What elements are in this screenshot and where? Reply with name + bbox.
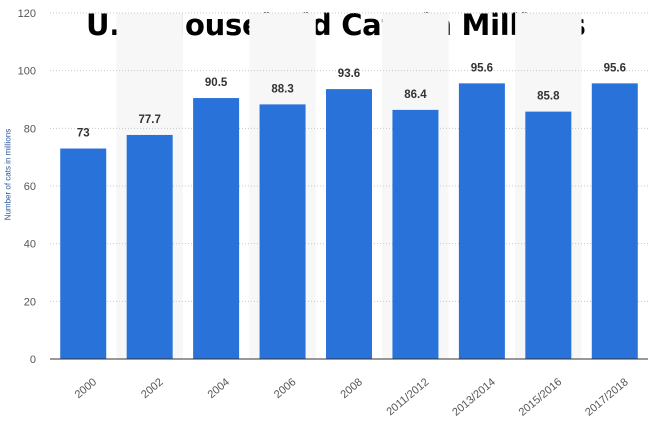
y-tick-label: 100 xyxy=(18,66,36,78)
bar-value-label: 90.5 xyxy=(205,77,228,89)
x-tick-label: 2004 xyxy=(206,376,232,401)
x-tick-label: 2017/2018 xyxy=(583,376,631,419)
bar xyxy=(591,83,638,359)
x-tick-label: 2015/2016 xyxy=(517,376,565,419)
x-tick-label: 2002 xyxy=(139,376,165,401)
bar-value-label: 77.7 xyxy=(138,114,160,126)
bar-value-label: 88.3 xyxy=(271,83,293,95)
x-tick-label: 2013/2014 xyxy=(450,376,498,419)
bar xyxy=(392,109,439,359)
bar-value-label: 95.6 xyxy=(604,62,626,74)
y-tick-label: 80 xyxy=(24,123,36,135)
y-tick-label: 20 xyxy=(24,296,36,308)
y-tick-label: 120 xyxy=(18,8,36,20)
bar xyxy=(458,83,505,359)
bar-value-label: 95.6 xyxy=(471,62,493,74)
bar-value-label: 86.4 xyxy=(404,89,427,101)
y-tick-label: 40 xyxy=(24,239,36,251)
bar-value-label: 85.8 xyxy=(537,91,560,103)
bar-value-label: 93.6 xyxy=(338,68,360,80)
x-tick-label: 2000 xyxy=(73,376,99,401)
bar xyxy=(326,89,372,360)
bar xyxy=(60,148,107,359)
x-tick-label: 2011/2012 xyxy=(384,376,431,418)
bar xyxy=(193,98,240,359)
bar xyxy=(525,111,572,359)
x-tick-label: 2008 xyxy=(338,376,364,401)
y-tick-label: 60 xyxy=(24,181,36,193)
y-tick-label: 0 xyxy=(30,354,36,366)
bar xyxy=(126,134,173,359)
x-tick-label: 2006 xyxy=(272,376,298,401)
bar xyxy=(259,104,306,359)
bar-value-label: 73 xyxy=(77,128,90,140)
